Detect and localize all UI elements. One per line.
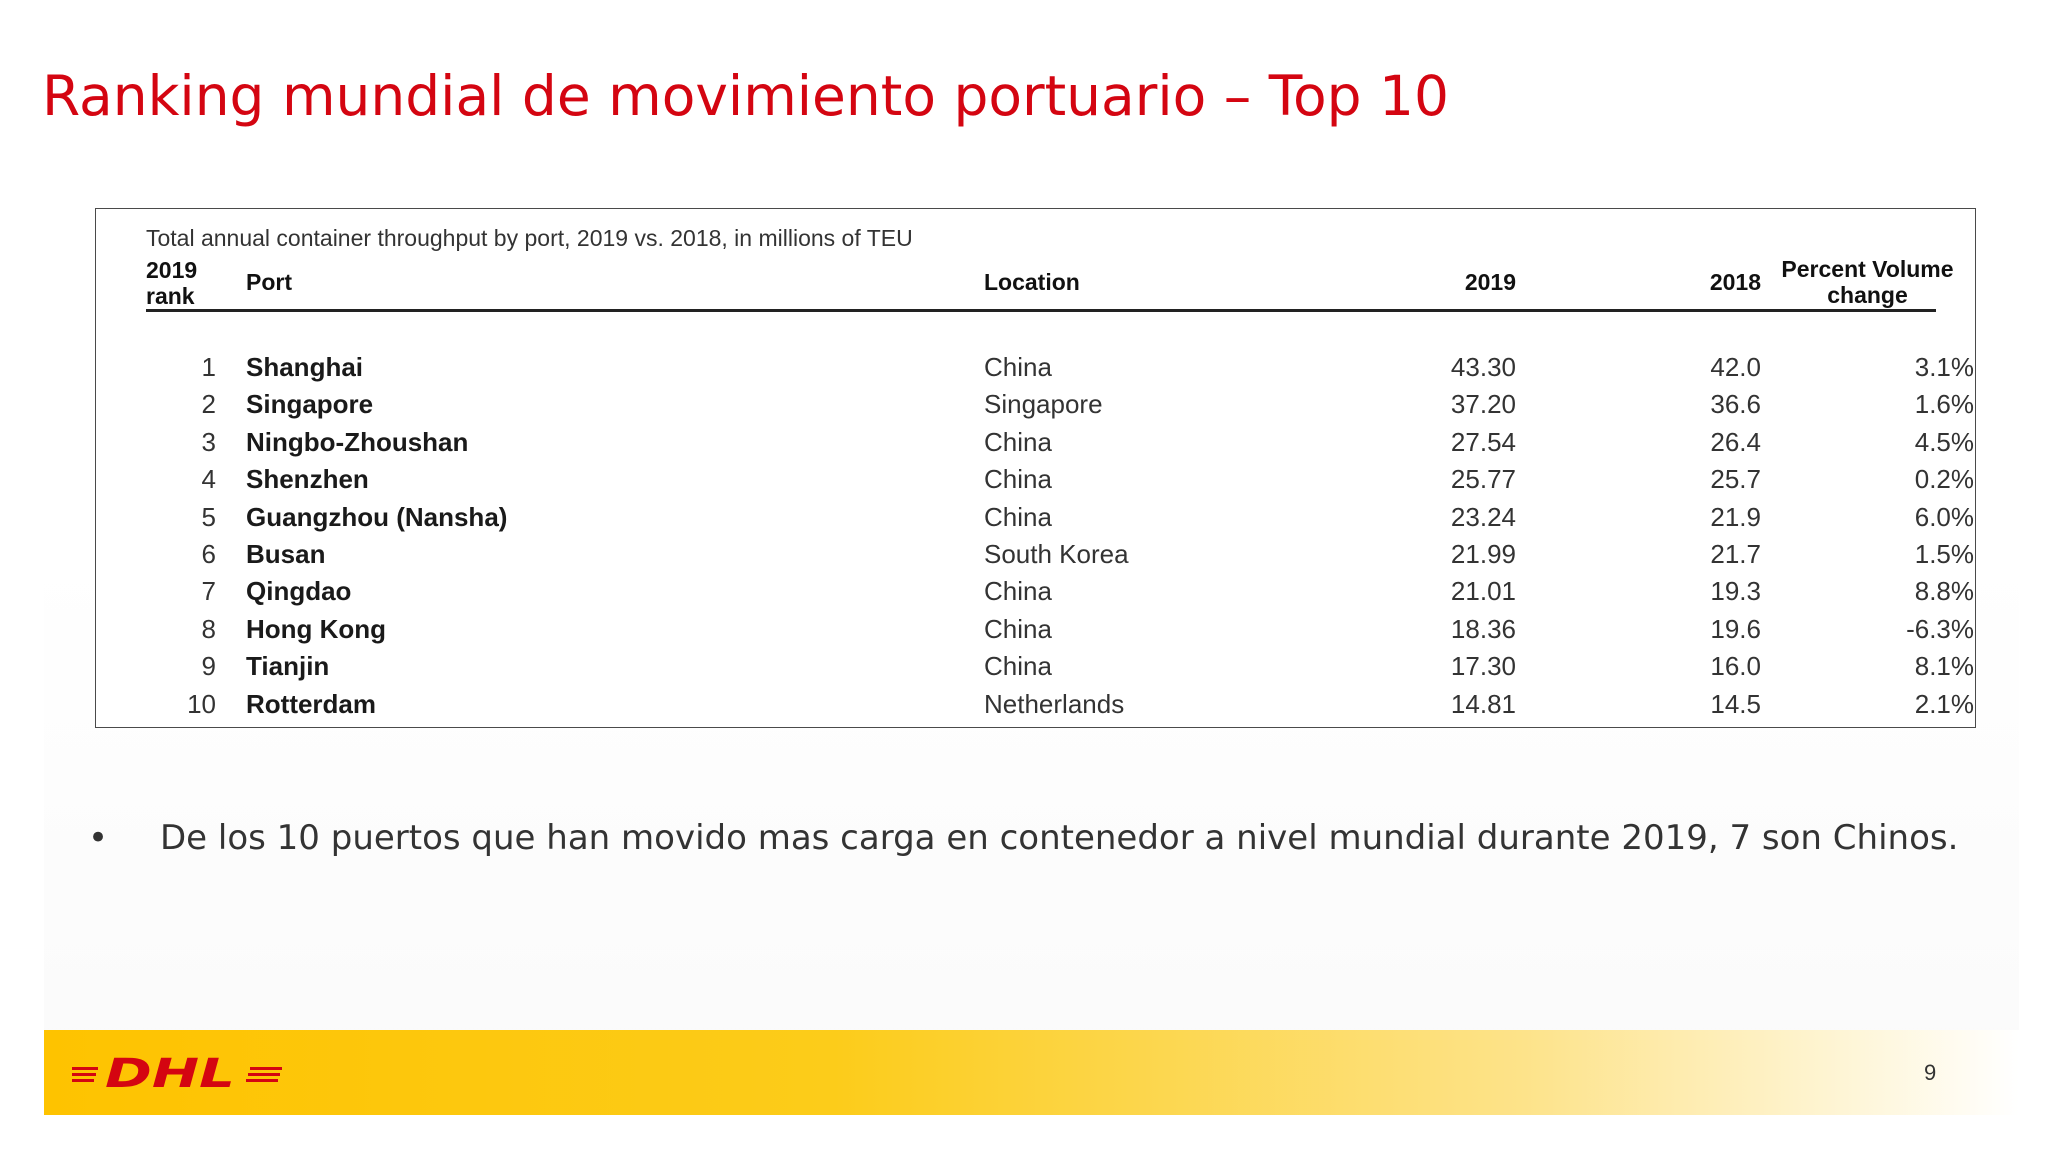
port-cell: Hong Kong (246, 613, 387, 644)
percent-change-cell: 8.8% (1914, 576, 1974, 607)
port-cell: Ningbo-Zhoushan (246, 426, 469, 457)
value-2018-cell: 19.6 (1710, 613, 1761, 644)
location-cell: Singapore (984, 389, 1103, 420)
location-cell: China (984, 576, 1052, 607)
port-cell: Qingdao (246, 576, 352, 607)
location-cell: China (984, 464, 1052, 495)
header-2018: 2018 (1709, 269, 1761, 295)
value-2018-cell: 36.6 (1710, 389, 1761, 420)
table-caption: Total annual container throughput by por… (146, 225, 913, 251)
rank-cell: 1 (201, 352, 216, 382)
rank-cell: 3 (201, 426, 216, 457)
header-2019: 2019 (1464, 269, 1516, 295)
percent-change-cell: 3.1% (1914, 352, 1974, 382)
value-2019-cell: 14.81 (1450, 688, 1516, 719)
table-row: 7 Qingdao China 21.01 19.3 8.8% (96, 573, 1975, 610)
table-row: 4 Shenzhen China 25.77 25.7 0.2% (96, 461, 1975, 498)
location-cell: China (984, 651, 1052, 682)
header-location: Location (984, 269, 1080, 295)
port-cell: Busan (246, 538, 326, 569)
table-row: 10 Rotterdam Netherlands 14.81 14.5 2.1% (96, 686, 1975, 723)
table-row: 2 Singapore Singapore 37.20 36.6 1.6% (96, 386, 1975, 423)
header-rank-line1: 2019 (146, 257, 198, 283)
value-2019-cell: 21.01 (1450, 576, 1516, 607)
port-cell: Shenzhen (246, 464, 369, 495)
bullet-marker: • (88, 818, 109, 858)
value-2019-cell: 27.54 (1450, 426, 1516, 457)
logo-text: DHL (105, 1051, 235, 1096)
location-cell: China (984, 613, 1052, 644)
percent-change-cell: 8.1% (1914, 651, 1974, 682)
percent-change-cell: 0.2% (1914, 464, 1974, 495)
location-cell: China (984, 426, 1052, 457)
bullet-text: De los 10 puertos que han movido mas car… (160, 818, 1959, 858)
location-cell: China (984, 501, 1052, 532)
value-2019-cell: 25.77 (1450, 464, 1516, 495)
rank-cell: 7 (201, 576, 216, 607)
port-ranking-table: Total annual container throughput by por… (95, 208, 1976, 728)
rank-cell: 9 (201, 651, 216, 682)
value-2018-cell: 25.7 (1710, 464, 1761, 495)
rank-cell: 4 (201, 464, 216, 495)
percent-change-cell: -6.3% (1906, 613, 1974, 644)
table-row: 9 Tianjin China 17.30 16.0 8.1% (96, 648, 1975, 685)
percent-change-cell: 1.6% (1914, 389, 1974, 420)
port-cell: Rotterdam (246, 688, 377, 719)
value-2019-cell: 23.24 (1450, 501, 1516, 532)
header-pct-line2: change (1827, 282, 1908, 308)
port-cell: Tianjin (246, 651, 330, 682)
header-percent-change: Percent Volume change (1761, 256, 1974, 308)
rank-cell: 2 (201, 389, 216, 420)
value-2019-cell: 18.36 (1450, 613, 1516, 644)
header-port: Port (246, 269, 292, 295)
table-row: 1 Shanghai China 43.30 42.0 3.1% (96, 349, 1975, 386)
rank-cell: 6 (201, 538, 216, 569)
value-2018-cell: 21.9 (1710, 501, 1761, 532)
location-cell: Netherlands (984, 688, 1125, 719)
value-2018-cell: 42.0 (1710, 352, 1761, 382)
slide-title: Ranking mundial de movimiento portuario … (42, 64, 1450, 128)
table-row: 3 Ningbo-Zhoushan China 27.54 26.4 4.5% (96, 424, 1975, 461)
value-2019-cell: 37.20 (1450, 389, 1516, 420)
table-body: 1 Shanghai China 43.30 42.0 3.1% 2 Singapore Sin… (96, 349, 1975, 723)
percent-change-cell: 4.5% (1914, 426, 1974, 457)
value-2019-cell: 17.30 (1450, 651, 1516, 682)
value-2018-cell: 19.3 (1710, 576, 1761, 607)
dhl-logo: DHL (72, 1051, 282, 1096)
value-2019-cell: 43.30 (1450, 352, 1516, 382)
percent-change-cell: 6.0% (1914, 501, 1974, 532)
table-row: 6 Busan South Korea 21.99 21.7 1.5% (96, 536, 1975, 573)
value-2019-cell: 21.99 (1450, 538, 1516, 569)
port-cell: Singapore (246, 389, 374, 420)
percent-change-cell: 2.1% (1914, 688, 1974, 719)
header-rank-line2: rank (146, 283, 195, 309)
rank-cell: 5 (201, 501, 216, 532)
header-rank: 2019 rank (146, 257, 216, 309)
port-cell: Guangzhou (Nansha) (246, 501, 508, 532)
rank-cell: 8 (201, 613, 216, 644)
header-pct-line1: Percent Volume (1781, 256, 1954, 282)
rank-cell: 10 (187, 688, 216, 719)
value-2018-cell: 16.0 (1710, 651, 1761, 682)
value-2018-cell: 21.7 (1710, 538, 1761, 569)
table-row: 8 Hong Kong China 18.36 19.6 -6.3% (96, 611, 1975, 648)
port-cell: Shanghai (246, 352, 364, 382)
footer-bar: DHL 9 (44, 1030, 2019, 1115)
value-2018-cell: 26.4 (1710, 426, 1761, 457)
value-2018-cell: 14.5 (1710, 688, 1761, 719)
page-number: 9 (1924, 1060, 1937, 1085)
percent-change-cell: 1.5% (1914, 538, 1974, 569)
location-cell: South Korea (984, 538, 1129, 569)
header-divider (146, 309, 1936, 312)
table-row: 5 Guangzhou (Nansha) China 23.24 21.9 6.0% (96, 499, 1975, 536)
location-cell: China (984, 352, 1052, 382)
